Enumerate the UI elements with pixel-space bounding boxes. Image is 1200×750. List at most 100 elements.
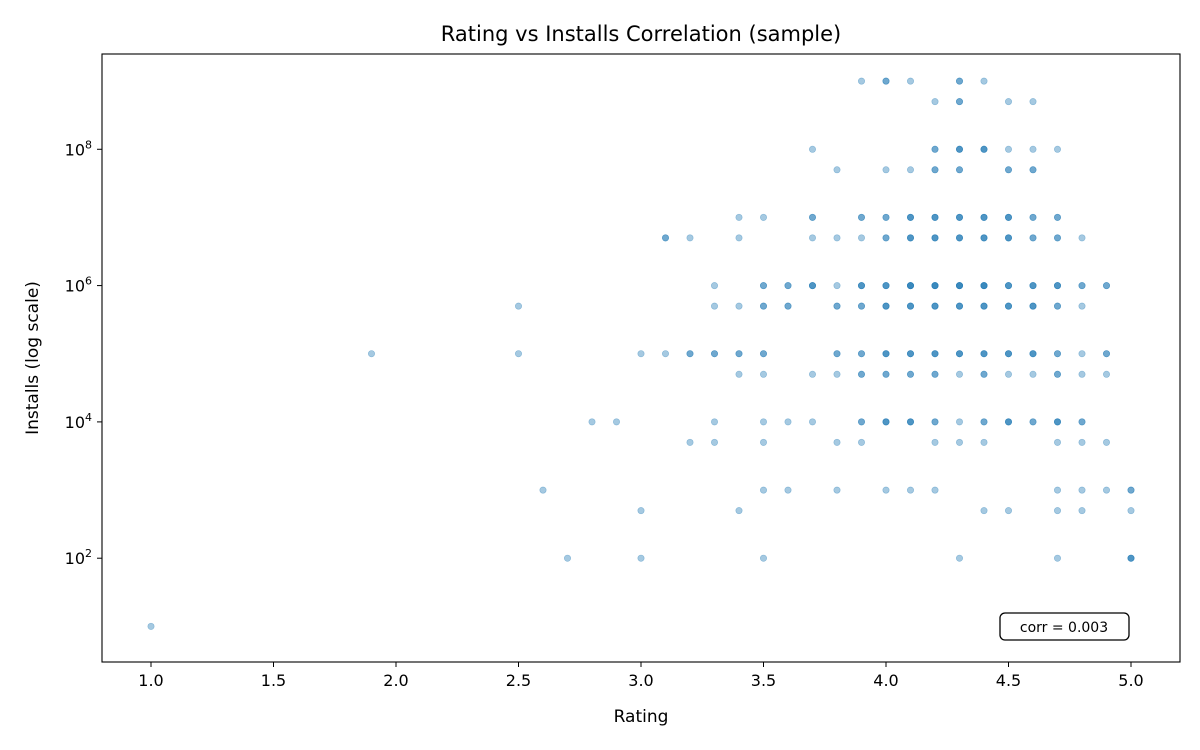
data-point bbox=[1004, 418, 1012, 426]
data-point bbox=[857, 302, 865, 310]
data-point bbox=[661, 350, 669, 358]
data-point bbox=[1054, 418, 1062, 426]
data-point bbox=[955, 234, 963, 242]
data-point bbox=[906, 302, 914, 310]
data-point bbox=[1127, 486, 1135, 494]
data-point bbox=[1029, 282, 1037, 290]
data-point bbox=[1004, 302, 1012, 310]
data-point bbox=[735, 507, 743, 515]
data-point bbox=[367, 350, 375, 358]
data-point bbox=[955, 234, 963, 242]
data-point bbox=[931, 370, 939, 378]
data-point bbox=[980, 282, 988, 290]
data-point bbox=[906, 213, 914, 221]
data-point bbox=[1103, 370, 1111, 378]
data-point bbox=[735, 213, 743, 221]
data-point bbox=[882, 350, 890, 358]
data-point bbox=[759, 486, 767, 494]
data-point bbox=[857, 438, 865, 446]
data-point bbox=[882, 77, 890, 85]
data-point bbox=[1127, 554, 1135, 562]
data-point bbox=[931, 234, 939, 242]
data-point bbox=[1103, 282, 1111, 290]
data-point bbox=[931, 213, 939, 221]
data-point bbox=[955, 418, 963, 426]
data-point bbox=[906, 418, 914, 426]
data-point bbox=[882, 302, 890, 310]
data-point bbox=[931, 213, 939, 221]
data-point bbox=[833, 302, 841, 310]
data-point bbox=[931, 350, 939, 358]
data-point bbox=[882, 282, 890, 290]
data-point bbox=[833, 486, 841, 494]
data-point bbox=[882, 77, 890, 85]
data-point bbox=[955, 350, 963, 358]
data-point bbox=[857, 418, 865, 426]
data-point bbox=[980, 302, 988, 310]
data-point bbox=[1078, 282, 1086, 290]
data-point bbox=[980, 350, 988, 358]
points-layer bbox=[147, 77, 1135, 630]
data-point bbox=[759, 418, 767, 426]
data-point bbox=[882, 486, 890, 494]
data-point bbox=[1004, 302, 1012, 310]
data-point bbox=[857, 370, 865, 378]
data-point bbox=[980, 145, 988, 153]
data-point bbox=[1004, 213, 1012, 221]
data-point bbox=[1054, 507, 1062, 515]
data-point bbox=[808, 418, 816, 426]
data-point bbox=[1054, 350, 1062, 358]
data-point bbox=[1054, 350, 1062, 358]
data-point bbox=[980, 370, 988, 378]
data-point bbox=[931, 418, 939, 426]
data-point bbox=[1004, 350, 1012, 358]
data-point bbox=[1054, 145, 1062, 153]
data-point bbox=[906, 213, 914, 221]
data-point bbox=[980, 234, 988, 242]
data-point bbox=[906, 234, 914, 242]
data-point bbox=[931, 282, 939, 290]
data-point bbox=[906, 350, 914, 358]
data-point bbox=[906, 234, 914, 242]
data-point bbox=[857, 418, 865, 426]
data-point bbox=[539, 486, 547, 494]
data-point bbox=[955, 166, 963, 174]
data-point bbox=[735, 234, 743, 242]
data-point bbox=[906, 166, 914, 174]
data-point bbox=[1029, 166, 1037, 174]
data-point bbox=[857, 302, 865, 310]
data-point bbox=[833, 302, 841, 310]
chart-title: Rating vs Installs Correlation (sample) bbox=[441, 22, 841, 46]
data-point bbox=[931, 302, 939, 310]
data-point bbox=[906, 370, 914, 378]
data-point bbox=[1004, 166, 1012, 174]
data-point bbox=[1054, 486, 1062, 494]
data-point bbox=[514, 302, 522, 310]
x-axis-ticks: 1.0 1.5 2.0 2.5 3.0 3.5 4.0 4.5 5.0 bbox=[138, 662, 1144, 690]
data-point bbox=[980, 213, 988, 221]
data-point bbox=[857, 282, 865, 290]
data-point bbox=[980, 507, 988, 515]
data-point bbox=[784, 302, 792, 310]
data-point bbox=[1078, 438, 1086, 446]
data-point bbox=[1054, 302, 1062, 310]
data-point bbox=[1004, 166, 1012, 174]
data-point bbox=[759, 350, 767, 358]
data-point bbox=[1078, 234, 1086, 242]
data-point bbox=[955, 370, 963, 378]
data-point bbox=[759, 554, 767, 562]
data-point bbox=[882, 282, 890, 290]
data-point bbox=[931, 213, 939, 221]
data-point bbox=[784, 282, 792, 290]
data-point bbox=[1029, 234, 1037, 242]
data-point bbox=[955, 282, 963, 290]
data-point bbox=[955, 213, 963, 221]
data-point bbox=[710, 350, 718, 358]
data-point bbox=[955, 554, 963, 562]
data-point bbox=[857, 350, 865, 358]
data-point bbox=[1004, 145, 1012, 153]
data-point bbox=[931, 145, 939, 153]
data-point bbox=[980, 77, 988, 85]
data-point bbox=[1054, 282, 1062, 290]
